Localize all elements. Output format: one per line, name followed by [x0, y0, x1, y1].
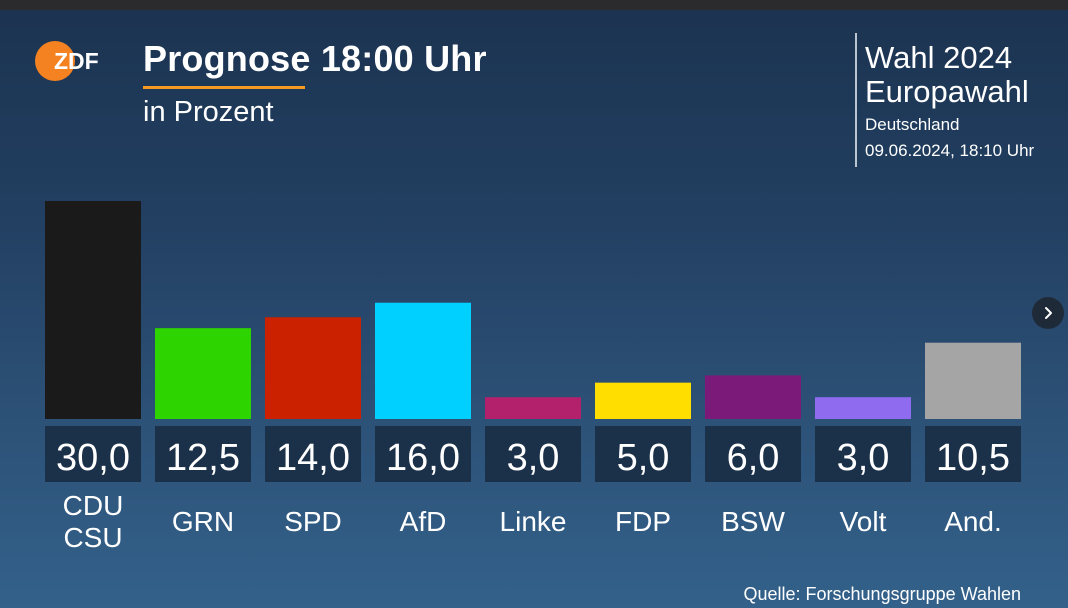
source-note: Quelle: Forschungsgruppe Wahlen — [743, 584, 1022, 604]
value-label-5: 5,0 — [617, 437, 670, 479]
bar-6 — [705, 375, 801, 419]
category-label-7: Volt — [840, 506, 887, 537]
svg-text:ZDF: ZDF — [54, 48, 99, 74]
value-box-7 — [815, 426, 911, 482]
category-label-5: FDP — [615, 506, 671, 537]
value-label-7: 3,0 — [837, 437, 890, 479]
value-box-8 — [925, 426, 1021, 482]
category-label-0-0: CDU — [63, 490, 124, 521]
election-year: Wahl 2024 — [865, 40, 1013, 75]
value-label-6: 6,0 — [727, 437, 780, 479]
next-button[interactable] — [1032, 297, 1064, 329]
bar-5 — [595, 382, 691, 419]
page-title: Prognose 18:00 Uhr — [143, 38, 487, 79]
bar-3 — [375, 302, 471, 419]
category-label-2: SPD — [284, 506, 342, 537]
chevron-right-icon — [1045, 307, 1052, 319]
value-box-1 — [155, 426, 251, 482]
election-region: Deutschland — [865, 115, 960, 134]
value-label-2: 14,0 — [276, 437, 350, 479]
value-label-0: 30,0 — [56, 437, 130, 479]
category-label-6: BSW — [721, 506, 785, 537]
bar-4 — [485, 397, 581, 419]
zdf-logo: ZDF — [35, 41, 99, 81]
election-name: Europawahl — [865, 74, 1029, 109]
value-label-1: 12,5 — [166, 437, 240, 479]
page-subtitle: in Prozent — [143, 96, 274, 128]
category-label-3: AfD — [400, 506, 447, 537]
value-box-4 — [485, 426, 581, 482]
category-label-0-1: CSU — [63, 522, 122, 553]
bar-2 — [265, 317, 361, 419]
value-label-3: 16,0 — [386, 437, 460, 479]
category-label-4: Linke — [500, 506, 567, 537]
bar-8 — [925, 342, 1021, 419]
value-box-0 — [45, 426, 141, 482]
value-label-8: 10,5 — [936, 437, 1010, 479]
value-box-2 — [265, 426, 361, 482]
value-box-3 — [375, 426, 471, 482]
election-timestamp: 09.06.2024, 18:10 Uhr — [865, 141, 1035, 160]
category-label-8: And. — [944, 506, 1002, 537]
bar-0 — [45, 201, 141, 419]
info-divider — [855, 33, 857, 167]
value-label-4: 3,0 — [507, 437, 560, 479]
top-bar — [0, 0, 1068, 10]
bar-7 — [815, 397, 911, 419]
value-box-5 — [595, 426, 691, 482]
title-underline — [143, 86, 305, 89]
category-label-1: GRN — [172, 506, 234, 537]
bar-1 — [155, 328, 251, 419]
value-box-6 — [705, 426, 801, 482]
